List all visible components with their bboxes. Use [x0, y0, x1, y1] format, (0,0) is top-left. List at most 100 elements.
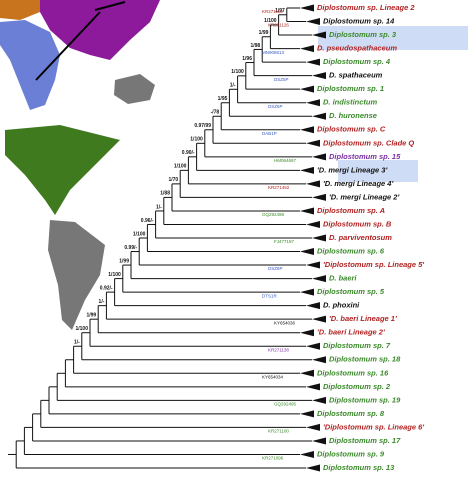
support-value: 1/70 — [168, 177, 178, 183]
collapsed-clade — [306, 423, 320, 431]
collapsed-clade — [300, 85, 314, 93]
collapsed-clade — [300, 4, 314, 12]
collapsed-clade — [306, 342, 320, 350]
highlight-box — [318, 26, 468, 50]
collapsed-clade — [306, 99, 320, 107]
clade-label: 'D. mergi Lineage 2' — [329, 192, 399, 201]
clade-label: Diplostomum sp. C — [317, 125, 386, 134]
clade-label: Diplostomum sp. 18 — [329, 355, 401, 364]
north-america — [5, 125, 120, 215]
accession: DSZ5P — [274, 77, 289, 82]
support-value: 1/99 — [259, 30, 269, 36]
collapsed-clade — [306, 58, 320, 66]
collapsed-clade — [306, 18, 320, 26]
support-value: 1/100 — [264, 18, 277, 24]
clade-label: 'Diplostomum sp. Lineage 5' — [323, 260, 424, 269]
collapsed-clade — [306, 139, 320, 147]
collapsed-clade — [300, 329, 314, 337]
clade-label: 'D. baeri Lineage 2' — [317, 328, 385, 337]
collapsed-clade — [312, 315, 326, 323]
support-value: 1/100 — [133, 231, 146, 237]
collapsed-clade — [300, 248, 314, 256]
collapsed-clade — [306, 261, 320, 269]
collapsed-clade — [312, 356, 326, 364]
arrow — [94, 1, 126, 11]
support-value: 1/100 — [190, 137, 203, 143]
accession: MN908613 — [262, 50, 285, 55]
accession: HM064697 — [274, 158, 297, 163]
collapsed-clade — [306, 180, 320, 188]
europe — [0, 0, 40, 20]
collapsed-clade — [300, 166, 314, 174]
accession: KY654036 — [274, 320, 296, 325]
accession: DSZ6P — [268, 104, 283, 109]
accession: GQ292498 — [262, 212, 285, 217]
accession: KR271138 — [268, 347, 289, 352]
clade-label: 'D. mergi Lineage 3' — [317, 165, 387, 174]
clade-label: D. baeri — [329, 274, 357, 283]
collapsed-clade — [312, 437, 326, 445]
clade-label: Diplostomum sp. 8 — [317, 409, 385, 418]
collapsed-clade — [306, 464, 320, 472]
support-value: 1/97 — [275, 8, 285, 14]
support-value: 1/95 — [218, 96, 228, 102]
accession: KR271113 — [262, 9, 283, 14]
support-value: 0.99/- — [124, 245, 137, 251]
clade-label: 'D. baeri Lineage 1' — [329, 314, 397, 323]
support-value: 0.96/- — [141, 218, 154, 224]
clade-label: Diplostomum sp. 1 — [317, 84, 384, 93]
support-value: 1/100 — [108, 272, 121, 278]
phylogeny: Diplostomum sp. Lineage 2 Diplostomum sp.… — [8, 3, 424, 472]
collapsed-clade — [312, 193, 326, 201]
clade-label: Diplostomum sp. Clade Q — [323, 138, 414, 147]
collapsed-clade — [300, 207, 314, 215]
collapsed-clade — [312, 234, 326, 242]
support-value: 1/- — [156, 204, 162, 210]
collapsed-clade — [312, 153, 326, 161]
clade-label: D. phoxini — [323, 301, 360, 310]
accession: GQ292495 — [274, 402, 297, 407]
accession: KR271096 — [262, 456, 284, 461]
australia — [114, 74, 155, 104]
support-value: 1/- — [99, 299, 105, 305]
support-value: 0.90/- — [182, 150, 195, 156]
collapsed-clade — [312, 275, 326, 283]
collapsed-clade — [312, 31, 326, 39]
collapsed-clade — [306, 220, 320, 228]
clade-label: Diplostomum sp. 7 — [323, 341, 391, 350]
clade-label: Diplostomum sp. 3 — [329, 30, 397, 39]
collapsed-clade — [306, 302, 320, 310]
accession: KY654034 — [262, 374, 284, 379]
support-value: 1/100 — [231, 69, 244, 75]
clade-label: Diplostomum sp. 16 — [317, 368, 389, 377]
clade-label: Diplostomum sp. 2 — [323, 382, 391, 391]
collapsed-clade — [312, 112, 326, 120]
support-value: 1/100 — [75, 326, 88, 332]
highlight-box — [338, 160, 418, 182]
clade-label: Diplostomum sp. Lineage 2 — [317, 3, 415, 12]
clade-label: D. indistinctum — [323, 98, 377, 107]
clade-label: Diplostomum sp. 17 — [329, 436, 401, 445]
accession: KR271126 — [268, 23, 289, 28]
collapsed-clade — [312, 396, 326, 404]
clade-label: Diplostomum sp. 15 — [329, 152, 401, 161]
clade-label: Diplostomum sp. A — [317, 206, 385, 215]
support-value: -/78 — [211, 110, 220, 116]
collapsed-clade — [312, 72, 326, 80]
support-value: 1/96 — [242, 56, 252, 62]
accession: KR271100 — [268, 429, 289, 434]
world-map — [0, 0, 160, 330]
support-value: 1/- — [74, 340, 80, 346]
clade-label: Diplostomum sp. 19 — [329, 395, 401, 404]
accession: FJ477197 — [274, 239, 295, 244]
accession: DAB1P — [262, 131, 277, 136]
clade-label: D. parviventosum — [329, 233, 392, 242]
south-america — [48, 220, 105, 330]
collapsed-clade — [300, 126, 314, 134]
clade-label: D. spathaceum — [329, 71, 383, 80]
clade-label: 'D. mergi Lineage 4' — [323, 179, 393, 188]
collapsed-clade — [300, 410, 314, 418]
support-value: 1/100 — [174, 164, 187, 170]
clade-label: D. huronense — [329, 111, 377, 120]
